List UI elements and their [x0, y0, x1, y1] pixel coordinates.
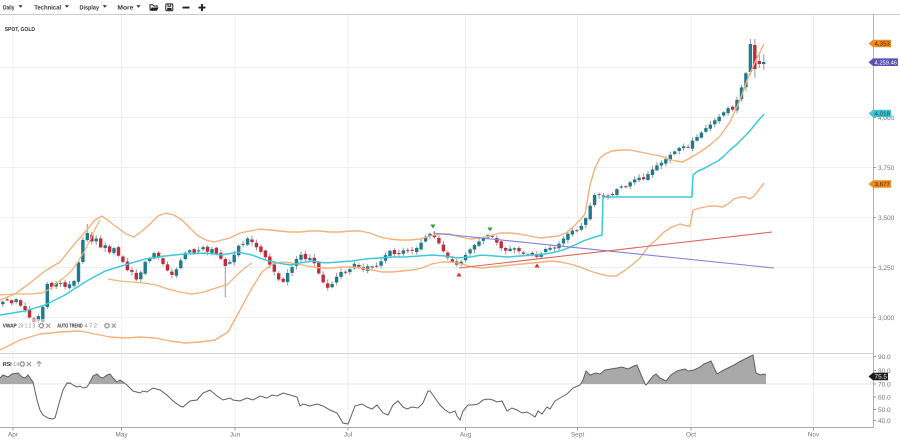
svg-text:14: 14	[13, 362, 19, 368]
svg-text:Jun: Jun	[230, 432, 241, 439]
svg-text:4,000: 4,000	[878, 115, 895, 122]
svg-text:RSI: RSI	[3, 362, 12, 368]
svg-text:90.0: 90.0	[878, 354, 891, 361]
svg-text:4,259.46: 4,259.46	[875, 59, 898, 66]
svg-text:3,000: 3,000	[878, 315, 895, 322]
svg-text:More: More	[117, 4, 134, 11]
svg-text:4,353: 4,353	[875, 41, 891, 48]
svg-text:80.0: 80.0	[878, 368, 891, 375]
svg-text:3,500: 3,500	[878, 215, 895, 222]
svg-text:60.0: 60.0	[878, 395, 891, 402]
svg-text:75.5: 75.5	[875, 374, 888, 381]
svg-text:AUTO TREND: AUTO TREND	[57, 324, 82, 330]
svg-text:4 7 2: 4 7 2	[85, 324, 98, 330]
svg-text:Display: Display	[80, 4, 100, 11]
svg-text:3,250: 3,250	[878, 265, 895, 272]
svg-text:3,677: 3,677	[875, 181, 891, 188]
svg-text:40.0: 40.0	[878, 418, 891, 425]
svg-text:Technical: Technical	[34, 4, 61, 11]
svg-text:SPOT, GOLD: SPOT, GOLD	[5, 27, 35, 33]
svg-text:Sept: Sept	[571, 432, 585, 439]
svg-text:70.0: 70.0	[878, 382, 891, 389]
svg-text:Aug: Aug	[460, 432, 472, 439]
svg-text:50.0: 50.0	[878, 407, 891, 414]
svg-text:Nov: Nov	[808, 432, 820, 439]
svg-text:3,750: 3,750	[878, 165, 895, 172]
svg-text:Oct: Oct	[686, 432, 696, 439]
svg-text:Jul: Jul	[344, 432, 353, 439]
svg-text:4,018: 4,018	[875, 111, 891, 118]
svg-text:May: May	[115, 432, 128, 439]
svg-text:Apr: Apr	[8, 432, 19, 439]
svg-text:Daily: Daily	[3, 4, 15, 11]
svg-text:VWAP: VWAP	[3, 324, 17, 330]
svg-text:20 1 2 3: 20 1 2 3	[18, 324, 35, 330]
